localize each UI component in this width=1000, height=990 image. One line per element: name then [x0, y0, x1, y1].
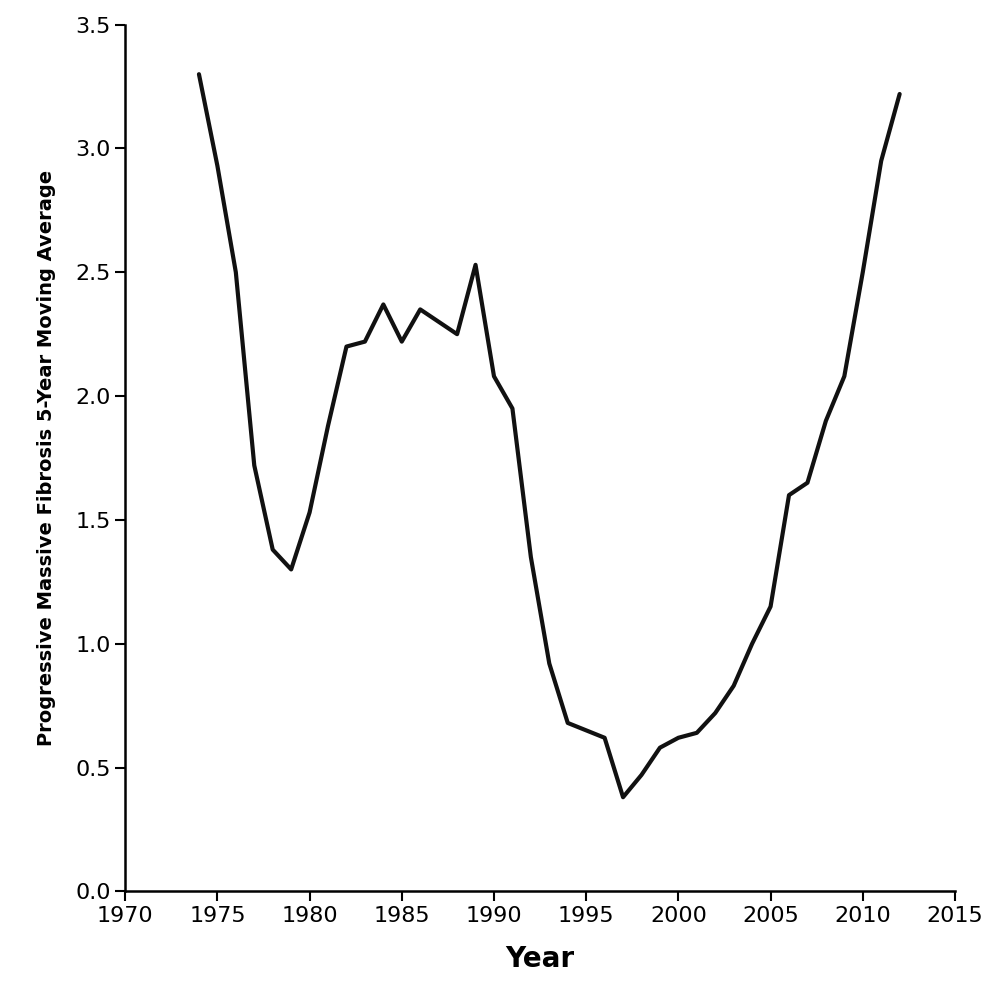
Y-axis label: Progressive Massive Fibrosis 5-Year Moving Average: Progressive Massive Fibrosis 5-Year Movi… [37, 170, 56, 746]
X-axis label: Year: Year [506, 945, 575, 973]
